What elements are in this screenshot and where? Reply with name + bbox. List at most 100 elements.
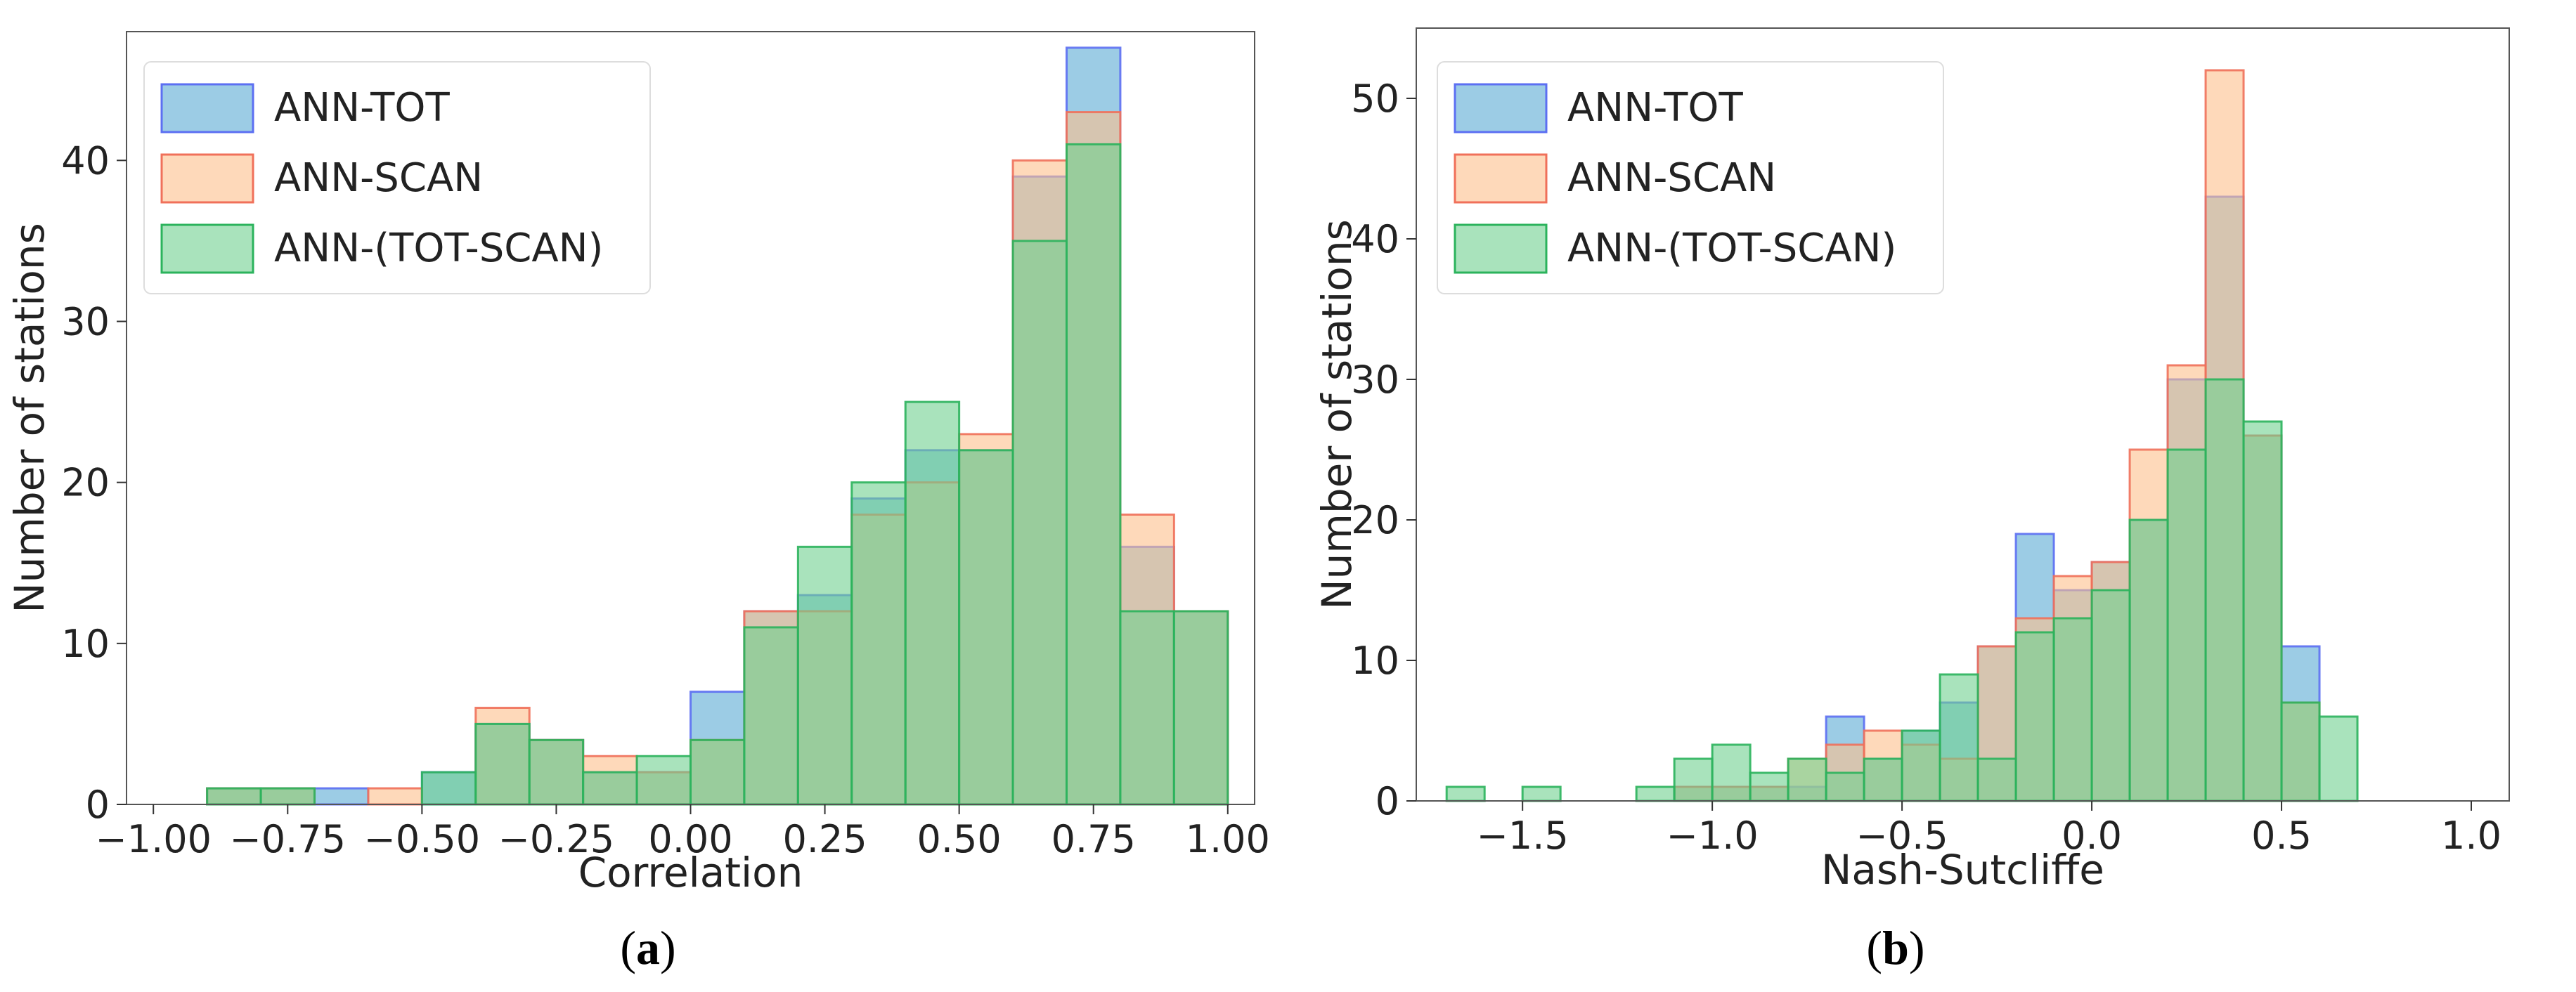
bars <box>1445 69 2359 802</box>
legend-label: ANN-SCAN <box>1567 155 1776 201</box>
legend-swatch <box>1454 83 1548 133</box>
bar <box>796 545 853 806</box>
series-2-bars <box>1445 378 2359 802</box>
bar <box>958 449 1014 806</box>
bar <box>1749 771 1789 802</box>
bar <box>2052 617 2093 802</box>
bar <box>2318 715 2359 802</box>
y-axis-label: Number of stations <box>1313 219 1361 610</box>
bar <box>2128 518 2169 802</box>
bar <box>850 481 907 806</box>
legend-box <box>143 61 651 294</box>
x-tick-label: −0.5 <box>1856 814 1948 858</box>
legend-box <box>1437 61 1944 294</box>
y-tick-label: 20 <box>61 461 110 505</box>
bars <box>206 46 1229 806</box>
legend-label: ANN-TOT <box>274 85 450 131</box>
bar <box>2204 378 2245 802</box>
bar <box>1901 729 1941 802</box>
bar <box>1011 240 1068 806</box>
caption-b-letter: b <box>1882 921 1909 974</box>
bar <box>1635 785 1676 802</box>
bar <box>1172 610 1229 806</box>
bar <box>2166 448 2207 802</box>
y-tick-label: 0 <box>86 783 110 827</box>
x-tick-label: 1.0 <box>2441 814 2501 858</box>
legend-label: ANN-TOT <box>1567 85 1743 131</box>
x-tick-label: 1.00 <box>1186 817 1270 861</box>
legend: ANN-TOT ANN-SCAN ANN-(TOT-SCAN) <box>1437 61 1944 294</box>
bar <box>2280 701 2321 802</box>
x-tick-label: 0.00 <box>648 817 732 861</box>
y-tick-label: 0 <box>1376 779 1399 823</box>
bar <box>528 738 585 806</box>
bar <box>2242 420 2283 802</box>
caption-b: (b) <box>1866 921 1924 974</box>
y-tick-label: 40 <box>1351 217 1399 261</box>
bar <box>690 738 746 806</box>
bar <box>582 771 638 806</box>
legend-swatch <box>160 153 254 204</box>
chart-panel-a: −1.00 −0.75 −0.50 −0.25 0.00 0.25 0.50 0.75 1.00… <box>6 31 1270 896</box>
bar <box>1521 785 1562 802</box>
bar <box>474 722 531 806</box>
x-axis: −1.5 −1.0 −0.5 0.0 0.5 1.0 <box>1477 801 2501 858</box>
x-tick-label: 0.5 <box>2251 814 2312 858</box>
x-tick-label: −1.5 <box>1477 814 1569 858</box>
bar <box>1976 757 2017 802</box>
legend-label: ANN-SCAN <box>274 155 483 201</box>
bar <box>1445 785 1486 802</box>
legend-label: ANN-(TOT-SCAN) <box>1567 226 1896 271</box>
bar <box>259 787 316 806</box>
y-tick-label: 30 <box>1351 358 1399 402</box>
bar <box>367 787 423 806</box>
caption-a-letter: a <box>636 921 660 974</box>
y-axis-label: Number of stations <box>6 223 53 613</box>
x-tick-label: 0.50 <box>917 817 1002 861</box>
chart-panel-b: −1.5 −1.0 −0.5 0.0 0.5 1.0 0 10 20 30 40 50 Nash-Sut… <box>1313 27 2510 894</box>
x-axis: −1.00 −0.75 −0.50 −0.25 0.00 0.25 0.50 0.75 1.00 <box>95 804 1270 861</box>
x-tick-label: −0.50 <box>364 817 480 861</box>
bar <box>904 400 961 806</box>
x-tick-label: −0.75 <box>230 817 346 861</box>
bar <box>743 626 799 806</box>
bar <box>2014 631 2055 802</box>
legend-swatch <box>1454 153 1548 204</box>
bar <box>1711 743 1752 802</box>
x-tick-label: 0.0 <box>2062 814 2122 858</box>
y-tick-label: 10 <box>61 622 110 666</box>
series-2-bars <box>206 143 1229 806</box>
bar <box>1825 771 1865 802</box>
bar <box>313 787 370 806</box>
x-tick-label: −1.0 <box>1666 814 1759 858</box>
y-axis: 0 10 20 30 40 <box>61 138 127 827</box>
legend-swatch <box>160 223 254 274</box>
legend-label: ANN-(TOT-SCAN) <box>274 226 603 271</box>
bar <box>2090 589 2131 802</box>
bar <box>1673 757 1714 802</box>
legend-swatch <box>1454 223 1548 274</box>
bar <box>206 787 262 806</box>
bar <box>1939 673 1979 802</box>
bar <box>420 771 477 806</box>
x-tick-label: −0.25 <box>498 817 614 861</box>
y-tick-label: 10 <box>1351 639 1399 683</box>
x-axis-label: Nash-Sutcliffe <box>1821 846 2104 894</box>
caption-a: (a) <box>620 921 675 974</box>
legend-swatch <box>160 83 254 133</box>
bar <box>1787 757 1827 802</box>
y-axis: 0 10 20 30 40 50 <box>1351 77 1416 823</box>
bar <box>1066 143 1122 806</box>
x-tick-label: 0.25 <box>782 817 867 861</box>
bar <box>1863 757 1903 802</box>
y-tick-label: 20 <box>1351 498 1399 542</box>
y-tick-label: 40 <box>61 138 110 183</box>
legend: ANN-TOT ANN-SCAN ANN-(TOT-SCAN) <box>143 61 651 294</box>
y-tick-label: 50 <box>1351 77 1399 121</box>
x-axis-label: Correlation <box>578 849 803 896</box>
bar <box>635 755 692 806</box>
y-tick-label: 30 <box>61 300 110 344</box>
plot-frame <box>1416 27 2510 802</box>
bar <box>1119 610 1175 806</box>
